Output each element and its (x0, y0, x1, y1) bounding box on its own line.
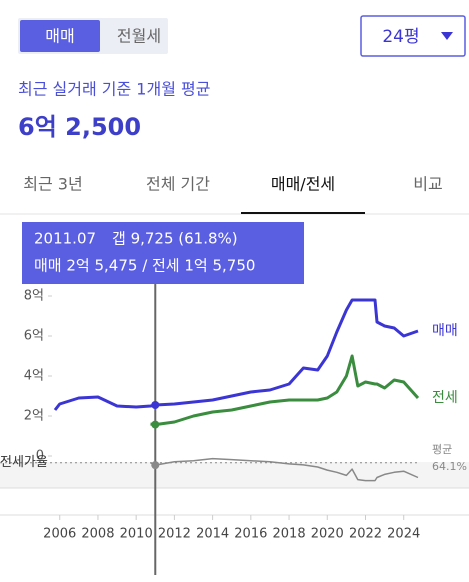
dropdown-arrow (441, 32, 453, 40)
tab[interactable]: 전체 기간 (146, 175, 210, 194)
toggle-option[interactable]: 전월세 (117, 27, 161, 46)
tab-active[interactable]: 매매/전세 (271, 175, 335, 194)
cursor-dot (151, 461, 160, 470)
tooltip: 2011.07 갭 9,725 (61.8%) 매매 2억 5,475 / 전세… (22, 222, 304, 284)
ratio-panel (0, 462, 469, 488)
chart: 0 2억 4억 6억 8억 2006 2008 2010 2012 2014 2016 2018 202… (0, 284, 469, 575)
size-select[interactable] (360, 15, 466, 57)
cursor-dot (151, 401, 160, 409)
tooltip-detail: 매매 2억 5,475 / 전세 1억 5,750 (34, 257, 255, 275)
series-line (53, 298, 419, 411)
average-value: 64.1% (432, 460, 467, 473)
x-tick-label: 2022 (349, 527, 382, 542)
toggle-option[interactable]: 매매 (45, 27, 74, 46)
y-tick-label: 6억 (24, 329, 44, 344)
series-label: 전세 (432, 390, 458, 406)
x-tick-label: 2018 (273, 527, 306, 542)
y-tick-label: 0 (36, 449, 44, 464)
tooltip-date: 2011.07 (34, 230, 96, 248)
price: 6억 2,500 (18, 113, 141, 141)
x-tick-label: 2020 (311, 527, 344, 542)
series-line (150, 457, 419, 482)
ratio-label: 전세가율 (0, 455, 48, 470)
subtitle: 최근 실거래 기준 1개월 평균 (18, 80, 210, 99)
x-tick-label: 2014 (196, 527, 229, 542)
y-tick-label: 4억 (24, 369, 44, 384)
tab[interactable]: 최근 3년 (23, 175, 82, 194)
y-tick-label: 2억 (24, 409, 44, 424)
y-tick-label: 8억 (24, 289, 44, 304)
cursor-dot (151, 420, 160, 429)
tab[interactable]: 비교 (413, 175, 442, 194)
tooltip-gap: 갭 9,725 (61.8%) (112, 230, 238, 248)
average-title: 평균 (432, 443, 452, 456)
size-select-label[interactable]: 24평 (382, 27, 419, 47)
x-tick-label: 2024 (387, 527, 420, 542)
tooltip-box (22, 222, 304, 284)
x-tick-label: 2012 (158, 527, 191, 542)
series-line (150, 354, 420, 427)
x-tick-label: 2006 (43, 527, 76, 542)
toggle-active[interactable] (20, 20, 100, 52)
x-tick-label: 2016 (234, 527, 267, 542)
series-label: 매매 (432, 323, 458, 339)
x-tick-label: 2010 (120, 527, 153, 542)
x-tick-label: 2008 (81, 527, 114, 542)
